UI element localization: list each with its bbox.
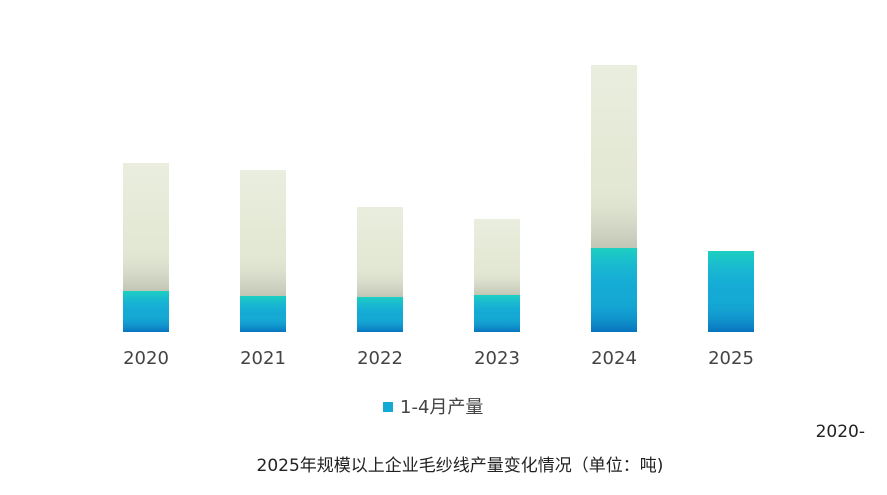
bar-shade <box>591 248 637 332</box>
x-tick-label: 2020 <box>123 348 169 369</box>
x-tick-label: 2024 <box>591 348 637 369</box>
bar-shade <box>123 291 169 332</box>
legend-swatch <box>383 402 393 412</box>
bar-shade <box>591 65 637 248</box>
legend-label: 1-4月产量 <box>400 397 483 418</box>
x-tick-label: 2025 <box>708 348 754 369</box>
bar-shade <box>708 251 754 332</box>
bar-shade <box>240 170 286 296</box>
bar-shade <box>474 219 520 295</box>
bar-shade <box>357 207 403 297</box>
caption-line: 2020- <box>816 422 865 442</box>
x-tick-label: 2022 <box>357 348 403 369</box>
bar-shade <box>240 296 286 332</box>
x-tick-label: 2021 <box>240 348 286 369</box>
bar-shade <box>123 163 169 291</box>
x-tick-label: 2023 <box>474 348 520 369</box>
caption-line: 2025年规模以上企业毛纱线产量变化情况（单位：吨) <box>257 456 664 476</box>
bar-shade <box>474 295 520 332</box>
bar-shade <box>357 297 403 332</box>
